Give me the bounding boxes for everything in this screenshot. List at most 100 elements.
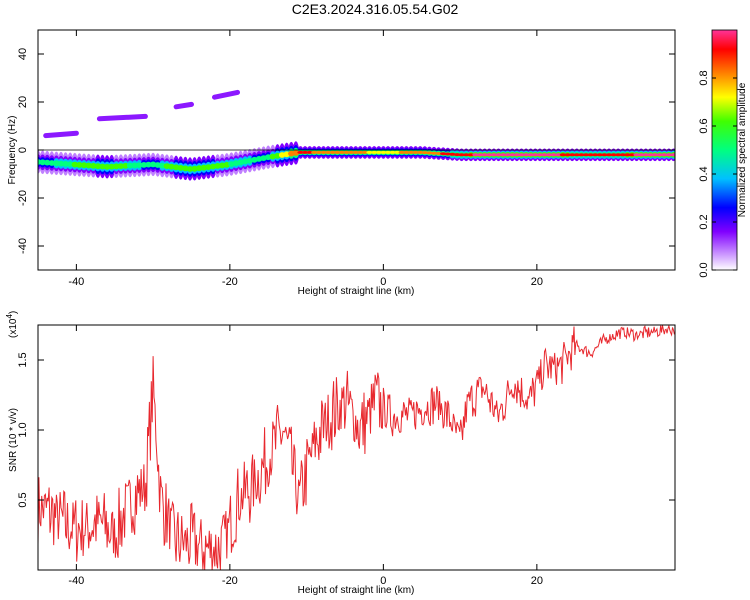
ridge-cell <box>320 150 327 154</box>
spectrogram-panel: -40 -20 0 20 40 20 0 -20 -40 Height of straight… <box>7 29 676 297</box>
ridge-cell <box>48 160 55 166</box>
ridge-cell <box>522 153 530 157</box>
ridge-cell <box>39 159 46 166</box>
ridge-cell <box>94 163 102 170</box>
colorbar-ticks: 0.0 0.2 0.4 0.6 0.8 <box>698 70 737 278</box>
ridge-cell <box>513 153 521 157</box>
y-tick-label: 20 <box>17 96 29 108</box>
colorbar-tick-label: 0.4 <box>698 166 710 181</box>
ridge-cell <box>186 166 194 172</box>
ridge-cell <box>638 153 645 157</box>
ridge-cell <box>601 153 608 157</box>
ridge-cell <box>311 150 318 154</box>
colorbar-tick-label: 0.2 <box>698 214 710 229</box>
ridge-cell <box>361 150 369 154</box>
colorbar-tick-label: 0.8 <box>698 70 710 85</box>
ridge-cell <box>67 161 74 168</box>
ridge-cell <box>108 163 115 170</box>
ridge-cell <box>665 153 673 157</box>
ridge-cell <box>541 153 548 157</box>
spectrogram-x-axis-title: Height of straight line (km) <box>298 286 415 297</box>
ridge-cell <box>527 153 534 157</box>
snr-series-line <box>38 325 675 570</box>
colorbar-label: Normalized spectral amplitude <box>737 82 748 217</box>
ridge-cell <box>615 153 622 157</box>
spectrogram-x-ticks: -40 -20 0 20 <box>68 30 543 288</box>
ridge-cell <box>103 163 111 170</box>
harmonic-streak <box>212 89 240 100</box>
ridge-cell <box>389 150 396 154</box>
y-tick-label: 40 <box>17 48 29 60</box>
ridge-cell <box>610 153 617 157</box>
snr-y-ticks: 0.5 1.0 1.5 <box>17 352 675 508</box>
x-tick-label: -40 <box>68 575 84 587</box>
x-tick-label: 20 <box>531 575 543 587</box>
ridge-cell <box>550 153 557 157</box>
ridge-cell <box>463 153 470 157</box>
ridge-cell <box>99 163 106 170</box>
ridge-cell <box>131 162 138 169</box>
ridge-cell <box>578 153 585 157</box>
ridge-cell <box>633 153 640 157</box>
ridge-cell <box>628 153 636 157</box>
y-tick-label: 0.5 <box>17 492 29 507</box>
ridge-layer <box>38 150 675 172</box>
snr-plot-area <box>38 325 675 570</box>
ridge-cell <box>145 161 152 168</box>
ridge-cell <box>398 150 405 154</box>
ridge-cell <box>113 163 120 170</box>
ridge-cell <box>417 150 424 154</box>
ridge-cell <box>44 159 51 166</box>
y-tick-label: -40 <box>17 238 29 254</box>
ridge-cell <box>334 150 341 154</box>
y-tick-label: 1.5 <box>17 352 29 367</box>
ridge-cell <box>670 153 675 157</box>
ridge-cell <box>352 150 359 154</box>
ridge-cell <box>569 153 576 157</box>
snr-frame <box>37 324 676 571</box>
ridge-cell <box>661 153 668 157</box>
ridge-cell <box>301 150 309 154</box>
colorbar: 0.0 0.2 0.4 0.6 0.8 Normalized spectral ampl… <box>698 29 748 278</box>
ridge-cell <box>458 153 465 157</box>
ridge-cell <box>647 153 654 157</box>
ridge-cell <box>380 150 387 154</box>
ridge-cell <box>85 162 92 169</box>
ridge-cell <box>619 153 626 157</box>
ridge-cell <box>642 153 649 157</box>
ridge-cell <box>62 161 69 167</box>
ridge-cell <box>394 150 401 154</box>
page-title: C2E3.2024.316.05.54.G02 <box>291 1 459 17</box>
ridge-cell <box>53 160 60 167</box>
ridge-cell <box>504 153 511 157</box>
ridge-cell <box>555 153 562 157</box>
snr-marks <box>38 325 675 570</box>
ridge-cell <box>315 150 323 154</box>
ridge-cell <box>136 162 143 169</box>
x-tick-label: 0 <box>380 575 386 587</box>
ridge-cell <box>126 162 134 169</box>
ridge-cell <box>435 152 442 155</box>
snr-y-multiplier: (x104) <box>5 311 19 338</box>
colorbar-tick-label: 0.0 <box>698 262 710 277</box>
ridge-layer <box>38 147 675 175</box>
ridge-cell <box>453 153 461 157</box>
ridge-cell <box>122 162 129 169</box>
spectrogram-y-ticks: 40 20 0 -20 -40 <box>17 48 675 254</box>
ridge-cell <box>76 162 83 168</box>
ridge-cell <box>651 153 659 157</box>
ridge-cell <box>177 165 184 171</box>
ridge-cell <box>605 153 613 157</box>
ridge-cell <box>532 153 539 157</box>
ridge-cell <box>329 150 336 154</box>
ridge-cell <box>495 153 502 157</box>
x-tick-label: 0 <box>380 276 386 288</box>
harmonic-streak <box>173 101 194 110</box>
ridge-cell <box>564 153 571 157</box>
ridge-cell <box>343 150 350 154</box>
ridge-cell <box>476 153 484 157</box>
ridge-cell <box>407 150 415 154</box>
snr-x-axis-title: Height of straight line (km) <box>298 585 415 596</box>
ridge-cell <box>403 150 410 154</box>
